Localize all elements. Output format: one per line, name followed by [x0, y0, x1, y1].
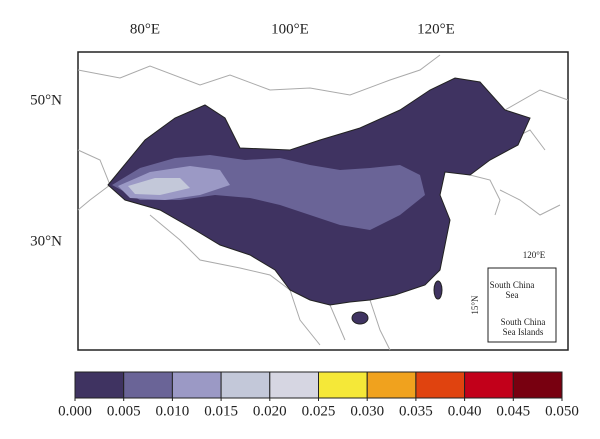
colorbar-tick-label: 0.040	[448, 403, 482, 419]
islands-label: Sea Islands	[503, 327, 544, 337]
lon-label: 80°E	[130, 21, 160, 37]
colorbar-tick-label: 0.000	[58, 403, 92, 419]
lon-label: 120°E	[417, 21, 455, 37]
colorbar-tick-label: 0.025	[302, 403, 336, 419]
sea-label: South China	[490, 280, 535, 290]
inset-lon-label: 120°E	[523, 250, 546, 260]
neighbor-borders	[77, 54, 569, 351]
lat-label: 30°N	[30, 233, 62, 249]
colorbar-tick-label: 0.050	[545, 403, 579, 419]
colorbar-tick-label: 0.010	[156, 403, 190, 419]
colorbar-bin	[269, 371, 319, 399]
colorbar-bin	[123, 371, 173, 399]
colorbar-bin	[318, 371, 368, 399]
lon-label: 100°E	[271, 21, 309, 37]
colorbar-tick-label: 0.035	[399, 403, 433, 419]
colorbar-tick-label: 0.045	[496, 403, 530, 419]
colorbar-tick-label: 0.020	[253, 403, 287, 419]
colorbar-bin	[415, 371, 466, 399]
colorbar-tick-label: 0.030	[350, 403, 384, 419]
colorbar-bin	[366, 371, 417, 399]
inset-lat-label: 15°N	[470, 295, 480, 315]
islands-label: South China	[501, 317, 546, 327]
colorbar-bin	[220, 371, 271, 399]
taiwan	[433, 280, 443, 300]
colorbar-bin	[464, 371, 514, 399]
peak-zone	[128, 178, 190, 195]
lat-label: 50°N	[30, 92, 62, 108]
colorbar-tick-label: 0.005	[107, 403, 141, 419]
colorbar-tick-label: 0.015	[204, 403, 238, 419]
colorbar-bin	[74, 371, 125, 399]
colorbar: 0.000 0.005 0.010 0.015 0.020 0.025 0.030 0.035…	[58, 371, 579, 419]
inset-frame	[487, 267, 557, 343]
hainan	[351, 311, 369, 325]
colorbar-bin	[512, 371, 563, 399]
sea-label: Sea	[506, 290, 519, 300]
colorbar-bin	[171, 371, 222, 399]
